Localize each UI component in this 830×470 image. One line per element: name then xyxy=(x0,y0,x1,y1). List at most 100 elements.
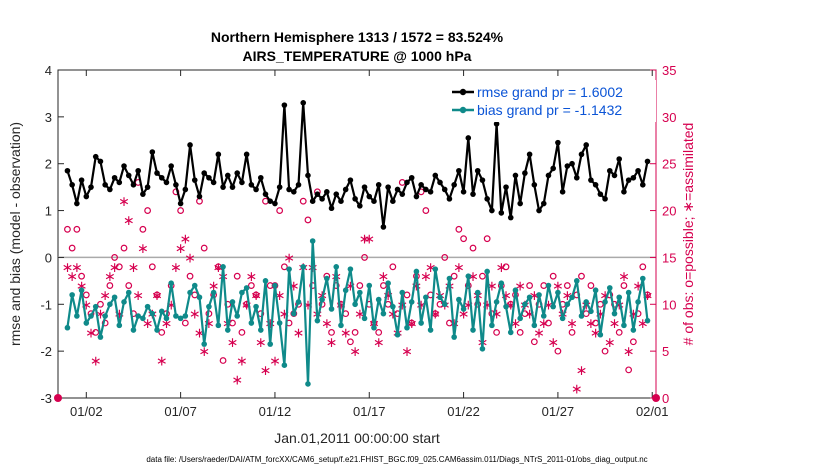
obs-assimilated-point: ∗ xyxy=(66,269,78,285)
obs-possible-point xyxy=(125,282,133,289)
rmse-point xyxy=(635,167,641,174)
bias-point xyxy=(305,381,311,387)
rmse-point xyxy=(380,224,387,230)
rmse-point xyxy=(352,196,358,202)
bias-point xyxy=(489,322,495,329)
bias-point xyxy=(526,294,533,301)
bias-point xyxy=(540,313,547,319)
bias-point xyxy=(559,315,566,322)
bias-point xyxy=(583,299,590,305)
obs-assimilated-point: ∗ xyxy=(340,325,352,341)
rmse-point xyxy=(559,189,566,195)
obs-assimilated-point: ∗ xyxy=(642,288,654,304)
obs-assimilated-point: ∗ xyxy=(345,279,357,295)
obs-assimilated-point: ∗ xyxy=(396,297,408,313)
bias-point xyxy=(460,306,467,312)
rmse-point xyxy=(154,170,160,176)
rmse-point xyxy=(347,177,354,183)
obs-assimilated-point: ∗ xyxy=(618,269,630,285)
obs-assimilated-point: ∗ xyxy=(599,288,611,304)
obs-assimilated-point: ∗ xyxy=(184,250,196,266)
obs-assimilated-point: ∗ xyxy=(627,307,639,323)
bias-point xyxy=(78,287,85,294)
bias-point xyxy=(83,320,90,326)
y-right-tick-label: 30 xyxy=(662,110,676,125)
bias-point xyxy=(220,264,226,270)
bias-point xyxy=(408,299,415,305)
rmse-series-line xyxy=(66,101,649,229)
rmse-point xyxy=(276,184,283,190)
y-axis-left-label: rmse and bias (model - observation) xyxy=(7,122,23,346)
bias-point xyxy=(588,308,594,315)
obs-possible-point xyxy=(158,329,166,336)
bias-point xyxy=(621,322,627,329)
rmse-point xyxy=(569,160,575,167)
bias-point xyxy=(578,313,585,319)
bias-point xyxy=(248,320,255,326)
bias-point xyxy=(413,268,420,275)
rmse-point xyxy=(248,182,255,188)
bias-point xyxy=(262,278,269,284)
bias-point xyxy=(611,310,618,317)
obs-assimilated-point: ∗ xyxy=(326,335,338,351)
obs-assimilated-point: ∗ xyxy=(406,316,418,332)
bias-point xyxy=(257,327,264,333)
bias-point xyxy=(210,289,217,296)
rmse-point xyxy=(168,163,174,169)
bias-point xyxy=(286,266,292,272)
rmse-point xyxy=(229,184,236,190)
rmse-point xyxy=(573,174,580,181)
obs-possible-point xyxy=(186,272,194,280)
rmse-point xyxy=(611,172,618,179)
bias-point xyxy=(635,299,641,305)
bias-point xyxy=(314,317,321,324)
rmse-point xyxy=(498,210,505,216)
bias-point xyxy=(479,346,486,352)
legend-rmse-label: rmse grand pr = 1.6002 xyxy=(477,84,623,100)
bias-point xyxy=(427,327,434,333)
bias-point xyxy=(319,296,325,303)
rmse-point xyxy=(215,151,222,158)
bias-point xyxy=(168,280,174,287)
rmse-point xyxy=(300,100,307,106)
y-right-tick-label: 35 xyxy=(662,63,676,78)
bias-point xyxy=(69,292,75,298)
rmse-point xyxy=(328,205,335,212)
bias-point xyxy=(606,285,613,291)
rmse-point xyxy=(371,198,377,204)
obs-assimilated-point: ∗ xyxy=(227,335,239,351)
bias-point xyxy=(592,287,599,294)
bias-point xyxy=(116,322,123,329)
rmse-point xyxy=(408,174,415,181)
obs-possible-point xyxy=(460,235,467,243)
bias-point xyxy=(423,294,429,301)
rmse-point xyxy=(196,193,203,200)
bias-point xyxy=(555,289,561,296)
obs-possible-point xyxy=(375,329,383,336)
rmse-point xyxy=(616,156,623,162)
bias-point xyxy=(380,310,387,317)
bias-point xyxy=(531,322,538,329)
obs-assimilated-point: ∗ xyxy=(118,194,130,210)
obs-assimilated-point: ∗ xyxy=(71,260,83,276)
bias-point xyxy=(267,341,274,347)
bias-point xyxy=(276,320,283,326)
obs-assimilated-point: ∗ xyxy=(132,288,144,304)
rmse-point xyxy=(107,186,113,193)
obs-possible-point xyxy=(120,244,128,252)
rmse-point xyxy=(503,184,509,190)
bias-point xyxy=(484,268,490,275)
bias-point xyxy=(163,315,170,322)
bias-point xyxy=(74,313,80,319)
obs-assimilated-point: ∗ xyxy=(189,307,201,323)
obs-assimilated-point: ∗ xyxy=(165,297,177,313)
rmse-point xyxy=(456,167,462,174)
rmse-point xyxy=(239,179,245,186)
obs-possible-point xyxy=(450,272,458,280)
bias-point xyxy=(281,362,288,369)
bias-point xyxy=(366,282,373,289)
obs-assimilated-point: ∗ xyxy=(571,382,583,398)
obs-assimilated-point: ∗ xyxy=(208,279,220,295)
rmse-point xyxy=(597,191,604,197)
rmse-point xyxy=(526,151,533,158)
